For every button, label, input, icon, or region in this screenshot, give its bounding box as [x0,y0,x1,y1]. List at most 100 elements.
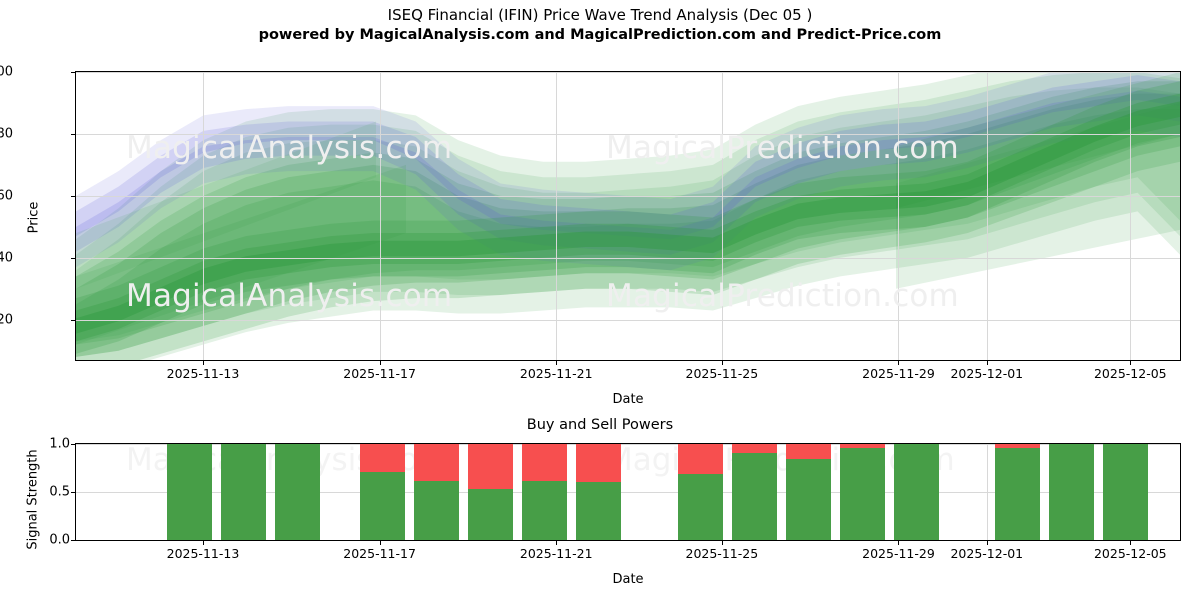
price-x-tick-label: 2025-11-17 [343,366,416,381]
power-y-tick-label: 0.5 [49,484,70,500]
power-x-tick-label: 2025-11-17 [343,546,416,561]
price-y-axis-label: Price [26,201,42,234]
sell-power-segment [839,444,886,448]
buy-power-segment [1048,444,1094,540]
page-subtitle: powered by MagicalAnalysis.com and Magic… [258,27,942,43]
buy-power-segment [220,444,266,540]
sell-power-segment [731,444,778,453]
sell-power-segment [677,444,723,474]
buy-power-segment [731,452,778,540]
power-bar[interactable] [785,444,832,540]
power-chart-panel: MagicalAnalysis.com MagicalPrediction.co… [75,443,1181,541]
price-gridline-h [76,195,1180,197]
price-gridline-v [379,72,381,360]
price-y-tick-label: 680 [0,126,13,142]
power-bar[interactable] [467,444,514,540]
wave-band [76,87,1180,342]
power-x-tick-label: 2025-11-25 [685,546,759,561]
wave-band [76,90,1180,240]
price-y-tick-mark [71,72,75,73]
power-y-tick-mark [71,540,75,541]
price-gridline-h [76,319,1180,321]
power-x-tick-mark [721,541,723,545]
power-x-tick-mark [202,541,204,545]
power-x-tick-label: 2025-11-29 [862,546,935,561]
power-y-tick-mark [71,492,75,493]
sell-power-segment [576,444,622,483]
power-bar[interactable] [274,444,320,540]
price-gridline-h [76,133,1180,135]
price-wave-bands [76,72,1180,360]
power-bar[interactable] [166,444,212,540]
price-x-tick-mark [202,361,204,365]
sell-power-segment [413,444,460,482]
chart-title-block: ISEQ Financial (IFIN) Price Wave Trend A… [0,5,1200,45]
price-x-tick-mark [379,361,381,365]
wave-band [76,93,1180,357]
price-chart-panel: MagicalAnalysis.com MagicalPrediction.co… [75,71,1181,361]
power-bar[interactable] [894,444,940,540]
power-gridline-h [76,492,1180,493]
power-bar[interactable] [839,444,886,540]
price-gridline-h [76,72,1180,73]
buy-power-segment [894,444,940,540]
power-x-tick-mark [898,541,900,545]
power-bar[interactable] [576,444,622,540]
buy-power-segment [839,447,886,540]
power-bar[interactable] [731,444,778,540]
buy-power-segment [274,444,320,540]
power-gridline-v [986,444,988,540]
power-bar[interactable] [220,444,266,540]
wave-band [76,72,1180,357]
power-x-tick-mark [1130,541,1132,545]
power-bar[interactable] [359,444,405,540]
price-gridline-v [986,72,988,360]
buy-power-segment [359,471,405,540]
wave-band [76,81,1180,360]
sell-power-segment [994,444,1040,448]
buy-power-segment [994,447,1040,540]
price-gridline-v [202,72,204,360]
buy-power-segment [785,459,832,540]
power-bar[interactable] [677,444,723,540]
price-x-tick-label: 2025-11-21 [519,366,593,381]
power-y-tick-mark [71,444,75,445]
price-y-tick-label: 700 [0,64,13,80]
buy-power-segment [677,473,723,540]
buy-power-segment [522,481,568,540]
power-x-tick-label: 2025-12-05 [1093,546,1167,561]
price-y-tick-mark [71,257,75,259]
price-x-tick-label: 2025-11-13 [166,366,240,381]
power-gridline-h [76,444,1180,445]
power-y-axis-label: Signal Strength [25,449,41,550]
sell-power-segment [359,444,405,472]
buy-power-segment [576,482,622,540]
power-x-tick-label: 2025-12-01 [950,546,1024,561]
price-gridline-v [898,72,900,360]
wave-band [896,72,1180,209]
price-x-tick-label: 2025-12-01 [950,366,1024,381]
wave-band [76,81,1180,354]
power-bar[interactable] [1102,444,1148,540]
sell-power-segment [522,444,568,482]
power-bar[interactable] [413,444,460,540]
price-x-tick-label: 2025-11-29 [862,366,935,381]
sell-power-segment [467,444,514,490]
price-x-tick-mark [986,361,988,365]
price-y-tick-mark [71,195,75,197]
price-y-tick-mark [71,319,75,321]
power-bar[interactable] [1048,444,1094,540]
page-title: ISEQ Financial (IFIN) Price Wave Trend A… [387,6,813,24]
price-gridline-v [721,72,723,360]
power-bar[interactable] [522,444,568,540]
wave-band [76,109,1180,345]
wave-band [76,121,376,289]
sell-power-segment [785,444,832,460]
price-x-tick-mark [1130,361,1132,365]
power-y-tick-label: 1.0 [49,436,70,452]
power-bar[interactable] [994,444,1040,540]
power-x-tick-label: 2025-11-21 [519,546,593,561]
buy-power-segment [1102,444,1148,540]
price-gridline-h [76,257,1180,259]
